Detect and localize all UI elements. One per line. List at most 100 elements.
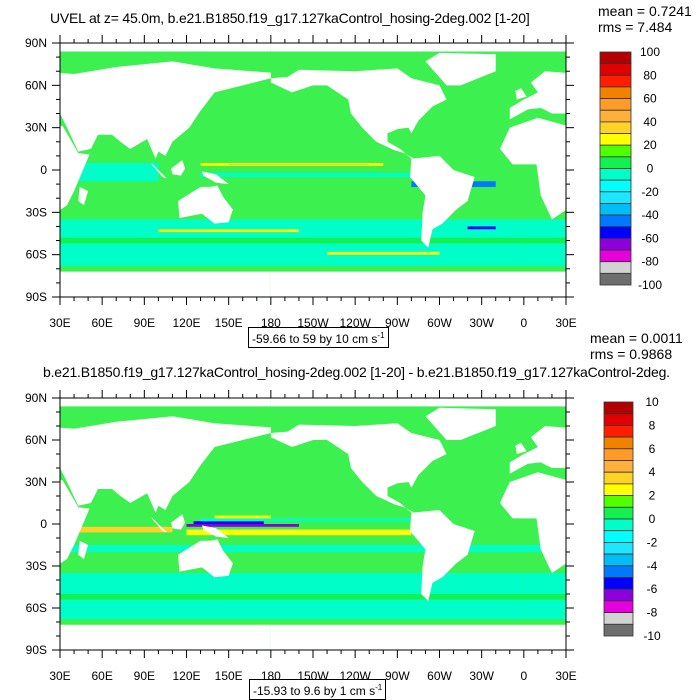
colorbar-box xyxy=(603,471,634,485)
lat-label: 60N xyxy=(25,78,47,92)
lon-label: 30W xyxy=(469,316,494,330)
colorbar-box xyxy=(599,226,632,239)
contour-band xyxy=(74,162,159,182)
land-mask xyxy=(78,186,89,206)
colorbar-2: 10 8 6 4 2 0 -2 -4 -6 -8 -10 xyxy=(603,395,661,643)
lat-label: 60S xyxy=(26,601,47,615)
colorbar-box xyxy=(603,424,634,438)
lon-label: 30E xyxy=(555,669,576,683)
colorbar-box xyxy=(603,436,634,450)
lat-label: 90N xyxy=(25,36,47,50)
panel2-mean: mean = 0.0011 xyxy=(590,330,683,346)
panel2-rms: rms = 0.9868 xyxy=(590,346,673,362)
colorbar-label: 40 xyxy=(643,115,657,129)
panel1-mean: mean = 0.7241 xyxy=(598,3,692,19)
lat-label: 30S xyxy=(26,205,47,219)
land-mask xyxy=(409,510,475,601)
contour-band xyxy=(214,515,271,519)
colorbar-label: 2 xyxy=(649,489,656,503)
land-mask xyxy=(677,160,691,176)
land-mask xyxy=(9,443,20,454)
colorbar-box xyxy=(603,460,634,473)
lat-label: 60N xyxy=(25,433,47,447)
lon-label: 90W xyxy=(385,669,410,683)
contour-band xyxy=(664,229,700,232)
colorbar-box xyxy=(599,179,632,193)
colorbar-label: 80 xyxy=(643,68,657,82)
land-mask xyxy=(499,472,566,573)
contour-band xyxy=(200,172,412,178)
contour-band xyxy=(327,251,440,255)
contour-band xyxy=(158,229,299,233)
panel1-contour-text: -59.66 to 59 by 10 cm s xyxy=(252,332,378,346)
colorbar-box xyxy=(599,98,632,111)
colorbar-box xyxy=(603,413,634,426)
land-mask xyxy=(425,52,496,86)
colorbar-label: 20 xyxy=(643,138,657,152)
land-mask xyxy=(409,155,475,248)
lat-label: 30N xyxy=(25,475,47,489)
colorbar-box xyxy=(603,565,634,578)
colorbar-box xyxy=(599,63,632,76)
colorbar-box xyxy=(599,272,632,286)
lon-label: 120E xyxy=(172,316,200,330)
land-mask xyxy=(270,423,447,513)
colorbar-label: -2 xyxy=(647,535,658,549)
colorbar-box xyxy=(603,448,634,461)
contour-band xyxy=(60,545,524,552)
lon-label: 60W xyxy=(427,669,452,683)
colorbar-box xyxy=(603,401,634,415)
colorbar-box xyxy=(599,237,632,251)
panel1-title: UVEL at z= 45.0m, b.e21.B1850.f19_g17.12… xyxy=(50,10,530,26)
land-mask xyxy=(178,185,233,224)
colorbar-box xyxy=(599,191,632,204)
colorbar-label: -60 xyxy=(641,231,659,245)
colorbar-label: 0 xyxy=(649,512,656,526)
colorbar-box xyxy=(599,121,632,134)
panel2-contour-unit-exp: -1 xyxy=(375,683,383,692)
contour-band xyxy=(186,529,412,536)
land-mask xyxy=(151,162,167,179)
colorbar-box xyxy=(599,51,632,65)
colorbar-box xyxy=(599,203,632,216)
lon-label: 0 xyxy=(520,316,527,330)
land-mask xyxy=(584,187,594,205)
contour-band xyxy=(60,237,524,244)
colorbar-label: -8 xyxy=(647,606,658,620)
lat-label: 90N xyxy=(25,391,47,405)
panel2-title: b.e21.B1850.f19_g17.127kaControl_hosing-… xyxy=(43,364,670,380)
contour-band xyxy=(60,594,524,600)
contour-band xyxy=(523,594,566,600)
panel2-contour-text: -15.93 to 9.6 by 1 cm s xyxy=(253,684,376,698)
land-mask xyxy=(425,407,496,440)
lon-label: 60W xyxy=(427,316,452,330)
lon-label: 120W xyxy=(339,669,371,683)
panel1-contour-unit-exp: -1 xyxy=(377,331,385,340)
land-mask xyxy=(677,514,691,529)
lon-label: 90W xyxy=(385,316,410,330)
lon-label: 120E xyxy=(172,669,200,683)
colorbar-box xyxy=(603,623,634,637)
lon-label: 90E xyxy=(134,316,155,330)
colorbar-box xyxy=(603,577,634,590)
colorbar-label: 60 xyxy=(643,92,657,106)
colorbar-1: 100 80 60 40 20 0 -20 -40 -60 -80 -100 xyxy=(599,45,662,292)
colorbar-box xyxy=(599,144,632,158)
land-mask xyxy=(509,426,566,474)
colorbar-box xyxy=(599,261,632,274)
colorbar-box xyxy=(599,74,632,88)
colorbar-label: -80 xyxy=(641,255,659,269)
land-mask xyxy=(515,442,527,454)
land-mask xyxy=(201,171,229,185)
lat-label: 0 xyxy=(40,517,47,531)
panel1-contour-info: -59.66 to 59 by 10 cm s-1 xyxy=(248,327,389,348)
colorbar-box xyxy=(603,495,634,508)
colorbar-box xyxy=(599,133,632,146)
land-mask xyxy=(270,398,566,407)
colorbar-box xyxy=(603,483,634,496)
lon-label: 150W xyxy=(297,669,329,683)
contour-band xyxy=(693,524,700,527)
colorbar-label: -6 xyxy=(647,582,658,596)
map-field xyxy=(60,43,700,297)
